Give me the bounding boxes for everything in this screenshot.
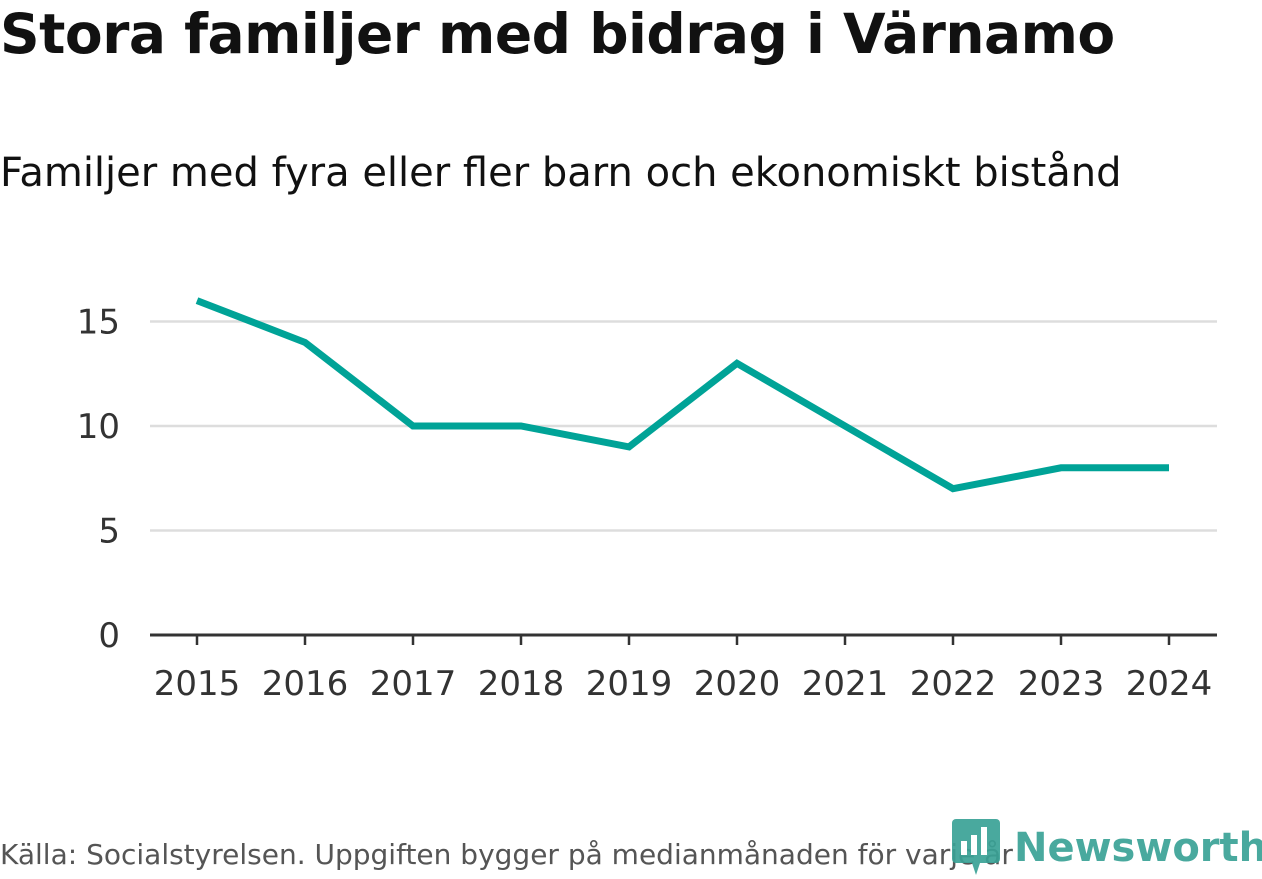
x-tick-label-2016: 2016 <box>262 664 349 704</box>
x-tick-label-2019: 2019 <box>586 664 673 704</box>
chart-subtitle: Familjer med fyra eller fler barn och ek… <box>0 150 1122 196</box>
x-tick-label-2018: 2018 <box>478 664 565 704</box>
x-axis-labels: 2015 2016 2017 2018 2019 2020 2021 2022 2023 2024 <box>154 664 1213 704</box>
y-tick-label-0: 0 <box>98 616 120 656</box>
series-layer <box>195 297 1170 493</box>
x-axis <box>150 633 1217 645</box>
newsworthy-logo: Newsworthy <box>952 818 1262 878</box>
x-tick-label-2024: 2024 <box>1126 664 1213 704</box>
brand-name: Newsworthy <box>1014 825 1262 871</box>
y-tick-label-5: 5 <box>98 512 120 552</box>
x-tick-label-2015: 2015 <box>154 664 241 704</box>
y-tick-label-10: 10 <box>77 407 120 447</box>
newsworthy-logo-icon <box>952 819 1000 875</box>
x-tick-label-2017: 2017 <box>370 664 457 704</box>
y-axis-labels: 0 5 10 15 <box>77 303 120 657</box>
x-tick-label-2020: 2020 <box>694 664 781 704</box>
series-line-0 <box>195 297 1169 493</box>
x-tick-label-2023: 2023 <box>1018 664 1105 704</box>
chart-title: Stora familjer med bidrag i Värnamo <box>0 2 1115 66</box>
source-note: Källa: Socialstyrelsen. Uppgiften bygger… <box>0 838 1013 871</box>
x-tick-label-2022: 2022 <box>910 664 997 704</box>
x-tick-label-2021: 2021 <box>802 664 889 704</box>
grid-lines <box>150 320 1217 532</box>
y-tick-label-15: 15 <box>77 303 120 343</box>
